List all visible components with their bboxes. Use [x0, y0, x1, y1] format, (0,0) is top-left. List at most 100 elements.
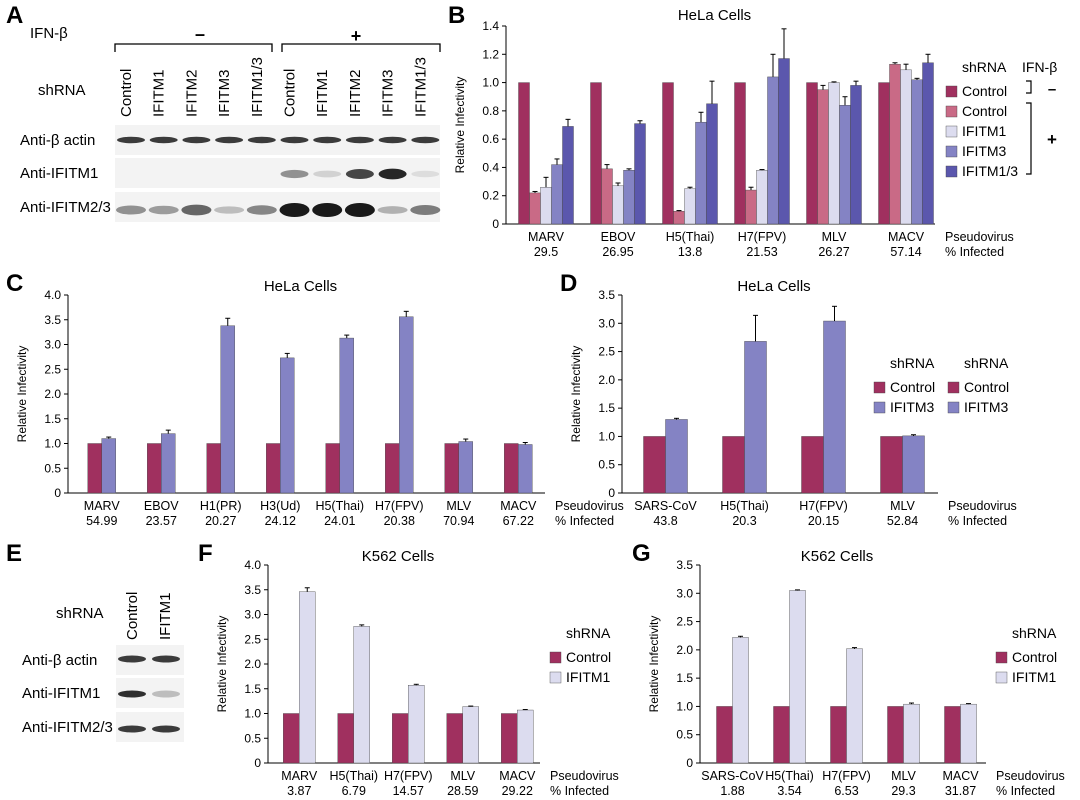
bar-b	[889, 63, 901, 225]
x-category-label: MACV	[888, 230, 925, 244]
actin-band	[182, 136, 211, 144]
blot-label: Anti-IFITM1	[20, 165, 98, 182]
bar-b	[767, 76, 779, 225]
lane-label: IFITM1/3	[249, 57, 266, 117]
band	[152, 655, 180, 663]
bar-d	[722, 436, 745, 494]
ifitm23-band	[116, 205, 146, 215]
y-tick-label: 3.5	[244, 583, 261, 597]
bar-b	[518, 82, 530, 225]
y-tick-label: 0.2	[482, 189, 499, 203]
bar-c	[220, 325, 235, 494]
bar-f	[353, 626, 370, 764]
bar-b	[601, 168, 613, 225]
shrna-label-a: shRNA	[38, 82, 86, 99]
ifn-plus-bracket-b	[1026, 102, 1032, 175]
ifn-minus-sign: –	[195, 24, 205, 44]
percent-infected-label: 52.84	[887, 514, 918, 528]
bar-g	[960, 703, 977, 764]
footer-percent-infected: % Infected	[945, 245, 1004, 259]
bar-c	[147, 443, 162, 494]
x-category-label: H7(FPV)	[738, 230, 787, 244]
legend-swatch	[947, 401, 960, 414]
x-category-label: H5(Thai)	[720, 499, 769, 513]
lane-label: IFITM1	[151, 70, 168, 118]
footer-percent-infected: % Infected	[996, 784, 1055, 798]
ifn-minus-bracket-b	[1026, 80, 1032, 94]
legend-label: Control	[566, 649, 611, 665]
legend-label: IFITM3	[964, 399, 1009, 415]
bar-b	[734, 82, 746, 225]
legend-swatch	[945, 165, 958, 178]
x-category-label: H5(Thai)	[315, 499, 364, 513]
bar-f	[408, 685, 425, 764]
legend-label: Control	[1012, 649, 1057, 665]
y-tick-label: 0.5	[598, 458, 615, 472]
bar-b	[695, 121, 707, 225]
x-category-label: H7(FPV)	[822, 769, 871, 783]
bar-b	[828, 82, 840, 225]
legend-title: shRNA	[566, 625, 611, 641]
legend-swatch	[945, 125, 958, 138]
bar-b	[662, 82, 674, 225]
band	[152, 690, 180, 698]
footer-pseudovirus: Pseudovirus	[555, 499, 624, 513]
legend-swatch	[873, 381, 886, 394]
bar-b	[551, 164, 563, 225]
panel-letter-b: B	[448, 2, 466, 29]
bar-b	[839, 104, 851, 225]
y-tick-label: 1.0	[482, 76, 499, 90]
ifitm23-band	[148, 205, 179, 215]
legend-swatch	[947, 381, 960, 394]
y-tick-label: 0.6	[482, 132, 499, 146]
percent-infected-label: 21.53	[746, 245, 777, 259]
ifitm1-band	[411, 170, 440, 178]
ifn-plus-sign-b: +	[1047, 130, 1057, 149]
legend-label: IFITM1	[1012, 669, 1057, 685]
lane-label: IFITM1	[314, 70, 331, 118]
footer-percent-infected: % Infected	[555, 514, 614, 528]
panel-letter-d: D	[560, 270, 578, 297]
ifitm23-band	[344, 203, 375, 217]
actin-band	[313, 136, 342, 144]
y-tick-label: 1.0	[44, 437, 61, 451]
y-tick-label: 0.5	[44, 461, 61, 475]
bar-b	[922, 62, 934, 225]
y-tick-label: 4.0	[44, 288, 61, 302]
bar-c	[518, 444, 533, 494]
percent-infected-label: 14.57	[393, 784, 424, 798]
bar-c	[444, 443, 459, 494]
y-tick-label: 0	[492, 217, 499, 231]
legend-title: shRNA	[890, 355, 935, 371]
x-category-label: MLV	[446, 499, 471, 513]
percent-infected-label: 28.59	[447, 784, 478, 798]
bar-f	[517, 709, 534, 764]
y-tick-label: 0	[686, 756, 693, 770]
legend-swatch	[945, 145, 958, 158]
bar-b	[529, 192, 541, 225]
bar-b	[900, 69, 912, 225]
bar-g	[789, 590, 806, 764]
y-tick-label: 2.0	[676, 643, 693, 657]
bar-b	[778, 58, 790, 225]
legend-label: Control	[962, 103, 1007, 119]
bar-c	[101, 438, 116, 494]
y-axis-label: Relative Infectivity	[453, 77, 467, 174]
y-tick-label: 1.5	[244, 682, 261, 696]
legend-label: IFITM3	[890, 399, 935, 415]
ifn-beta-label-b: IFN-β	[1022, 59, 1057, 75]
bar-c	[206, 443, 221, 494]
y-tick-label: 1.5	[44, 412, 61, 426]
percent-infected-label: 29.3	[891, 784, 915, 798]
bar-c	[266, 443, 281, 494]
ifitm23-band	[410, 205, 441, 215]
bar-g	[830, 706, 847, 764]
y-tick-label: 0	[608, 486, 615, 500]
percent-infected-label: 23.57	[146, 514, 177, 528]
bar-b	[850, 85, 862, 225]
footer-pseudovirus: Pseudovirus	[996, 769, 1065, 783]
chart-title: HeLa Cells	[678, 7, 751, 24]
y-tick-label: 3.0	[598, 316, 615, 330]
y-tick-label: 1.5	[598, 401, 615, 415]
legend-title: shRNA	[962, 59, 1007, 75]
